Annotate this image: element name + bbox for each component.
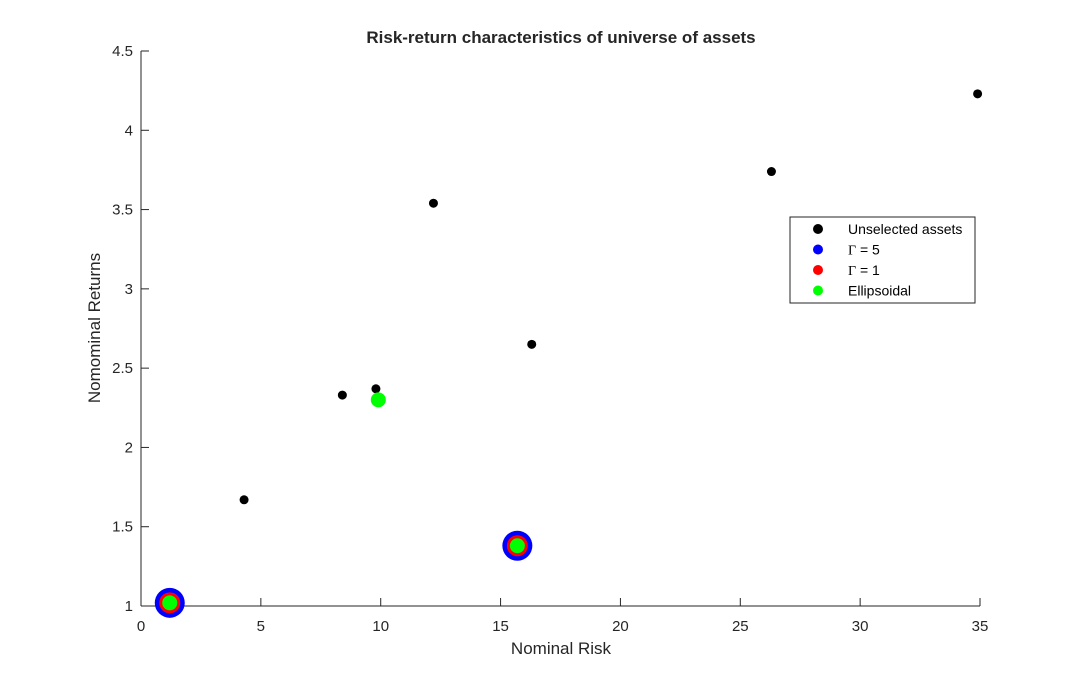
y-axis-label: Nomominal Returns bbox=[85, 253, 104, 403]
x-axis-label: Nominal Risk bbox=[511, 639, 612, 658]
legend-entry: Unselected assets bbox=[848, 221, 962, 237]
legend-entry: Γ = 1 bbox=[848, 262, 880, 279]
data-points bbox=[154, 89, 983, 618]
legend-entry-symbol: Γ bbox=[848, 244, 856, 259]
data-point bbox=[766, 167, 776, 177]
legend-entry-text: = 1 bbox=[856, 262, 880, 278]
legend-marker bbox=[813, 224, 823, 234]
data-point bbox=[973, 89, 983, 99]
y-tick-label: 1 bbox=[125, 598, 133, 615]
series-unselected-assets bbox=[239, 89, 983, 505]
x-tick-label: 15 bbox=[492, 618, 509, 635]
data-point bbox=[162, 595, 178, 611]
plot-axes: 0 5 10 15 20 25 30 35 1 1.5 2 2.5 3 3.5 4 4.5 bbox=[112, 43, 988, 635]
legend-entry-text: = 5 bbox=[856, 242, 880, 258]
x-tick-label: 30 bbox=[852, 618, 869, 635]
x-tick-label: 20 bbox=[612, 618, 629, 635]
chart-title: Risk-return characteristics of universe … bbox=[366, 28, 755, 47]
data-point bbox=[428, 198, 438, 208]
data-point bbox=[239, 495, 249, 505]
y-tick-label: 3 bbox=[125, 281, 133, 298]
legend-entry: Γ = 5 bbox=[848, 242, 880, 259]
y-tick-label: 3.5 bbox=[112, 202, 133, 219]
legend-marker bbox=[813, 265, 823, 275]
series-5 bbox=[154, 530, 533, 618]
series-1 bbox=[159, 535, 528, 614]
y-tick-label: 2.5 bbox=[112, 360, 133, 377]
y-tick-label: 4 bbox=[125, 122, 133, 139]
y-tick-label: 1.5 bbox=[112, 519, 133, 536]
x-tick-label: 25 bbox=[732, 618, 749, 635]
data-point bbox=[509, 538, 525, 554]
data-point bbox=[527, 339, 537, 349]
data-point bbox=[337, 390, 347, 400]
legend-entry-symbol: Γ bbox=[848, 264, 856, 279]
data-point bbox=[371, 384, 381, 394]
legend-marker bbox=[813, 244, 823, 255]
x-tick-label: 0 bbox=[137, 618, 145, 635]
x-tick-label: 5 bbox=[257, 618, 265, 635]
x-tick-label: 35 bbox=[972, 618, 989, 635]
x-tick-label: 10 bbox=[372, 618, 389, 635]
legend-entry: Ellipsoidal bbox=[848, 283, 911, 299]
series-ellipsoidal bbox=[162, 392, 525, 611]
y-tick-label: 4.5 bbox=[112, 43, 133, 60]
y-tick-label: 2 bbox=[125, 439, 133, 456]
legend-marker bbox=[813, 285, 823, 296]
data-point bbox=[370, 392, 386, 408]
